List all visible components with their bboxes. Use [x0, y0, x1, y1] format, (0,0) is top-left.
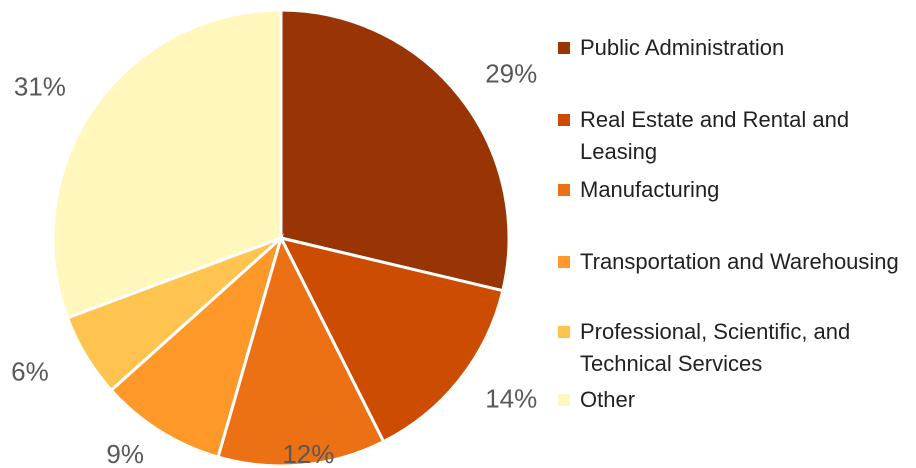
legend-swatch [558, 394, 570, 406]
legend-entry: Professional, Scientific, and Technical … [558, 316, 910, 380]
pie-slice [109, 233, 284, 459]
legend-entry: Transportation and Warehousing [558, 246, 910, 278]
data-label: 31% [14, 72, 66, 102]
legend-label: Manufacturing [580, 177, 720, 202]
legend-entry: Real Estate and Rental and Leasing [558, 104, 910, 168]
pie-slice [278, 235, 505, 444]
legend-swatch [558, 42, 570, 54]
legend-label: Transportation and Warehousing [580, 249, 899, 274]
legend-swatch [558, 184, 570, 196]
pie-slice [279, 8, 511, 293]
data-label: 14% [485, 383, 537, 413]
legend-swatch [558, 114, 570, 126]
pie-slice [51, 8, 283, 320]
data-label: 6% [11, 357, 49, 387]
data-label: 29% [485, 58, 537, 88]
legend-label: Real Estate and Rental and Leasing [580, 107, 850, 164]
pie-slice [216, 233, 386, 468]
legend-label: Other [580, 387, 636, 412]
data-label: 9% [106, 439, 144, 468]
legend-entry: Manufacturing [558, 174, 910, 206]
legend-label: Public Administration [580, 35, 785, 60]
data-label: 12% [282, 439, 334, 468]
legend-swatch [558, 326, 570, 338]
legend-label: Professional, Scientific, and Technical … [580, 319, 851, 376]
legend-entry: Public Administration [558, 32, 910, 64]
legend-swatch [558, 256, 570, 268]
legend-entry: Other [558, 384, 910, 416]
